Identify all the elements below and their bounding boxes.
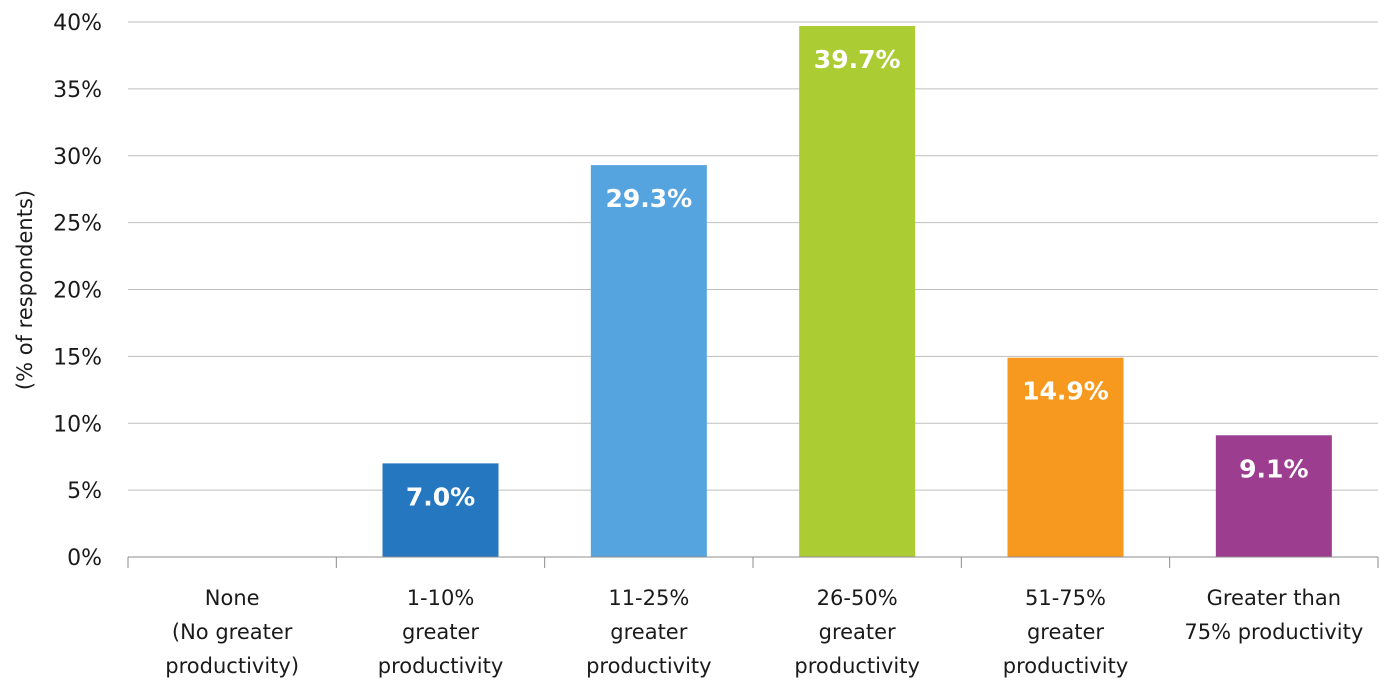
x-axis-categories: None (No greater productivity) 1-10% greater… bbox=[165, 586, 1363, 678]
bar-value-label: 9.1% bbox=[1239, 454, 1308, 483]
bar-value-label: 39.7% bbox=[814, 45, 901, 74]
y-axis-title: (% of respondents) bbox=[13, 190, 37, 390]
bar bbox=[590, 165, 707, 558]
bar-value-label: 7.0% bbox=[406, 482, 475, 511]
bar bbox=[799, 26, 916, 557]
bar bbox=[382, 463, 499, 557]
x-category-label: 11-25% greater productivity bbox=[586, 586, 712, 678]
gridlines bbox=[128, 21, 1378, 491]
y-tick-label: 0% bbox=[67, 546, 102, 571]
y-tick-label: 30% bbox=[53, 145, 102, 170]
bar-value-label: 29.3% bbox=[605, 184, 692, 213]
bars bbox=[382, 26, 1332, 558]
x-category-label: 1-10% greater productivity bbox=[378, 586, 504, 678]
bar-value-label: 14.9% bbox=[1022, 377, 1109, 406]
y-tick-label: 20% bbox=[53, 279, 102, 304]
bar bbox=[1215, 435, 1332, 557]
y-axis-ticks: 0% 5% 10% 15% 20% 25% 30% 35% 40% bbox=[53, 11, 102, 571]
y-tick-label: 40% bbox=[53, 11, 102, 36]
y-tick-label: 15% bbox=[53, 345, 102, 370]
x-category-label: Greater than 75% productivity bbox=[1184, 586, 1363, 644]
x-category-label: 26-50% greater productivity bbox=[794, 586, 920, 678]
bar bbox=[1007, 357, 1124, 557]
bar-value-labels: 7.0% 29.3% 39.7% 14.9% 9.1% bbox=[406, 45, 1309, 511]
y-tick-label: 10% bbox=[53, 412, 102, 437]
x-category-label: 51-75% greater productivity bbox=[1003, 586, 1129, 678]
y-tick-label: 25% bbox=[53, 212, 102, 237]
x-axis bbox=[127, 556, 1379, 568]
y-tick-label: 35% bbox=[53, 78, 102, 103]
y-tick-label: 5% bbox=[67, 479, 102, 504]
x-category-label: None (No greater productivity) bbox=[165, 586, 299, 678]
